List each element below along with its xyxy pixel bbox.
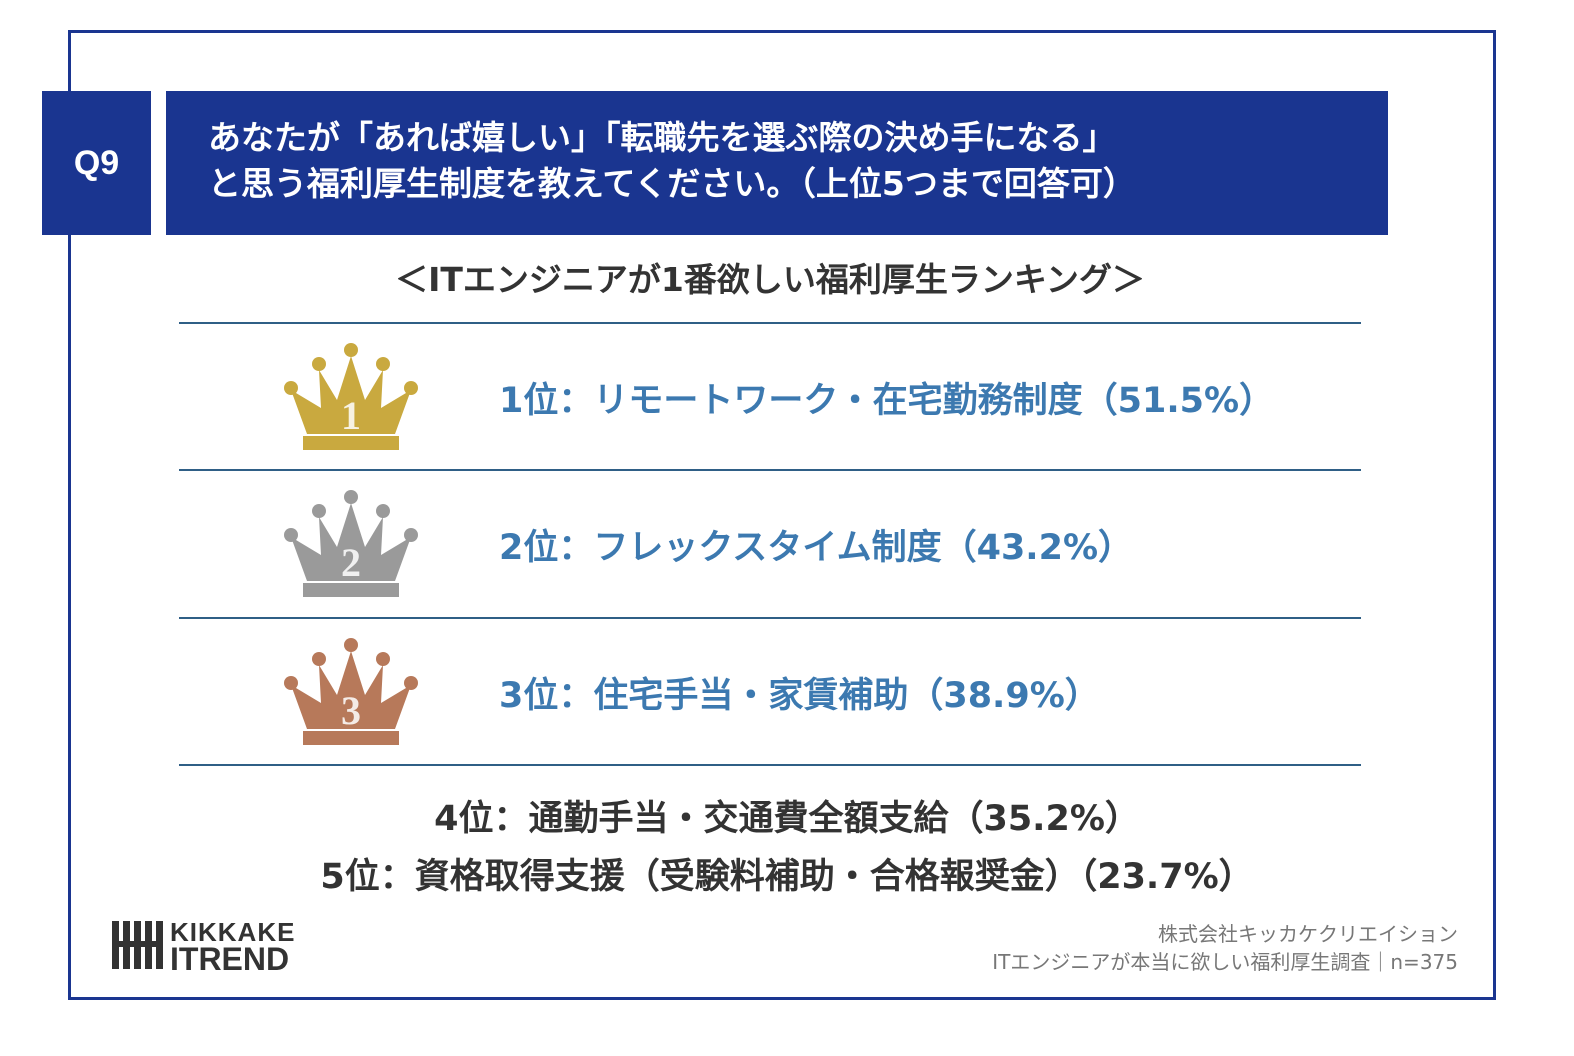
content-frame <box>68 30 1496 1000</box>
silver-crown-icon: 2 <box>284 490 418 597</box>
rank-2-text: 2位：フレックスタイム制度（43.2%） <box>499 527 1134 568</box>
credit-company: 株式会社キッカケクリエイション <box>1158 922 1458 946</box>
ranking-subtitle: ＜ITエンジニアが1番欲しい福利厚生ランキング＞ <box>395 260 1145 299</box>
gold-crown-icon: 1 <box>284 343 418 450</box>
question-line-2: と思う福利厚生制度を教えてください。（上位5つまで回答可） <box>208 164 1136 203</box>
divider <box>179 617 1361 619</box>
rank-row-3: 3 3位：住宅手当・家賃補助（38.9%） <box>179 619 1361 765</box>
logo-line-2: ITREND <box>170 941 290 977</box>
rank-5-text: 5位：資格取得支援（受験料補助・合格報奨金）（23.7%） <box>320 857 1254 897</box>
credit-survey: ITエンジニアが本当に欲しい福利厚生調査｜n=375 <box>992 950 1458 974</box>
question-number-badge: Q9 <box>42 91 151 235</box>
crown-rank-number: 2 <box>341 540 361 585</box>
rank-4-text: 4位：通勤手当・交通費全額支給（35.2%） <box>434 799 1140 839</box>
question-line-1: あなたが「あれば嬉しい」「転職先を選ぶ際の決め手になる」 <box>208 118 1116 157</box>
rank-row-1: 1 1位：リモートワーク・在宅勤務制度（51.5%） <box>179 324 1361 470</box>
crown-rank-number: 3 <box>341 688 361 733</box>
question-box: あなたが「あれば嬉しい」「転職先を選ぶ際の決め手になる」 と思う福利厚生制度を教… <box>166 91 1388 235</box>
rank-3-text: 3位：住宅手当・家賃補助（38.9%） <box>499 675 1100 716</box>
kikkake-itrend-logo: KIKKAKE ITREND <box>112 915 302 977</box>
divider <box>179 764 1361 766</box>
crown-rank-number: 1 <box>341 393 361 438</box>
bronze-crown-icon: 3 <box>284 638 418 745</box>
divider <box>179 322 1361 324</box>
rank-row-2: 2 2位：フレックスタイム制度（43.2%） <box>179 471 1361 617</box>
divider <box>179 469 1361 471</box>
rank-1-text: 1位：リモートワーク・在宅勤務制度（51.5%） <box>499 380 1275 421</box>
logo-bars-icon <box>112 921 163 969</box>
logo-line-1: KIKKAKE <box>170 917 296 947</box>
